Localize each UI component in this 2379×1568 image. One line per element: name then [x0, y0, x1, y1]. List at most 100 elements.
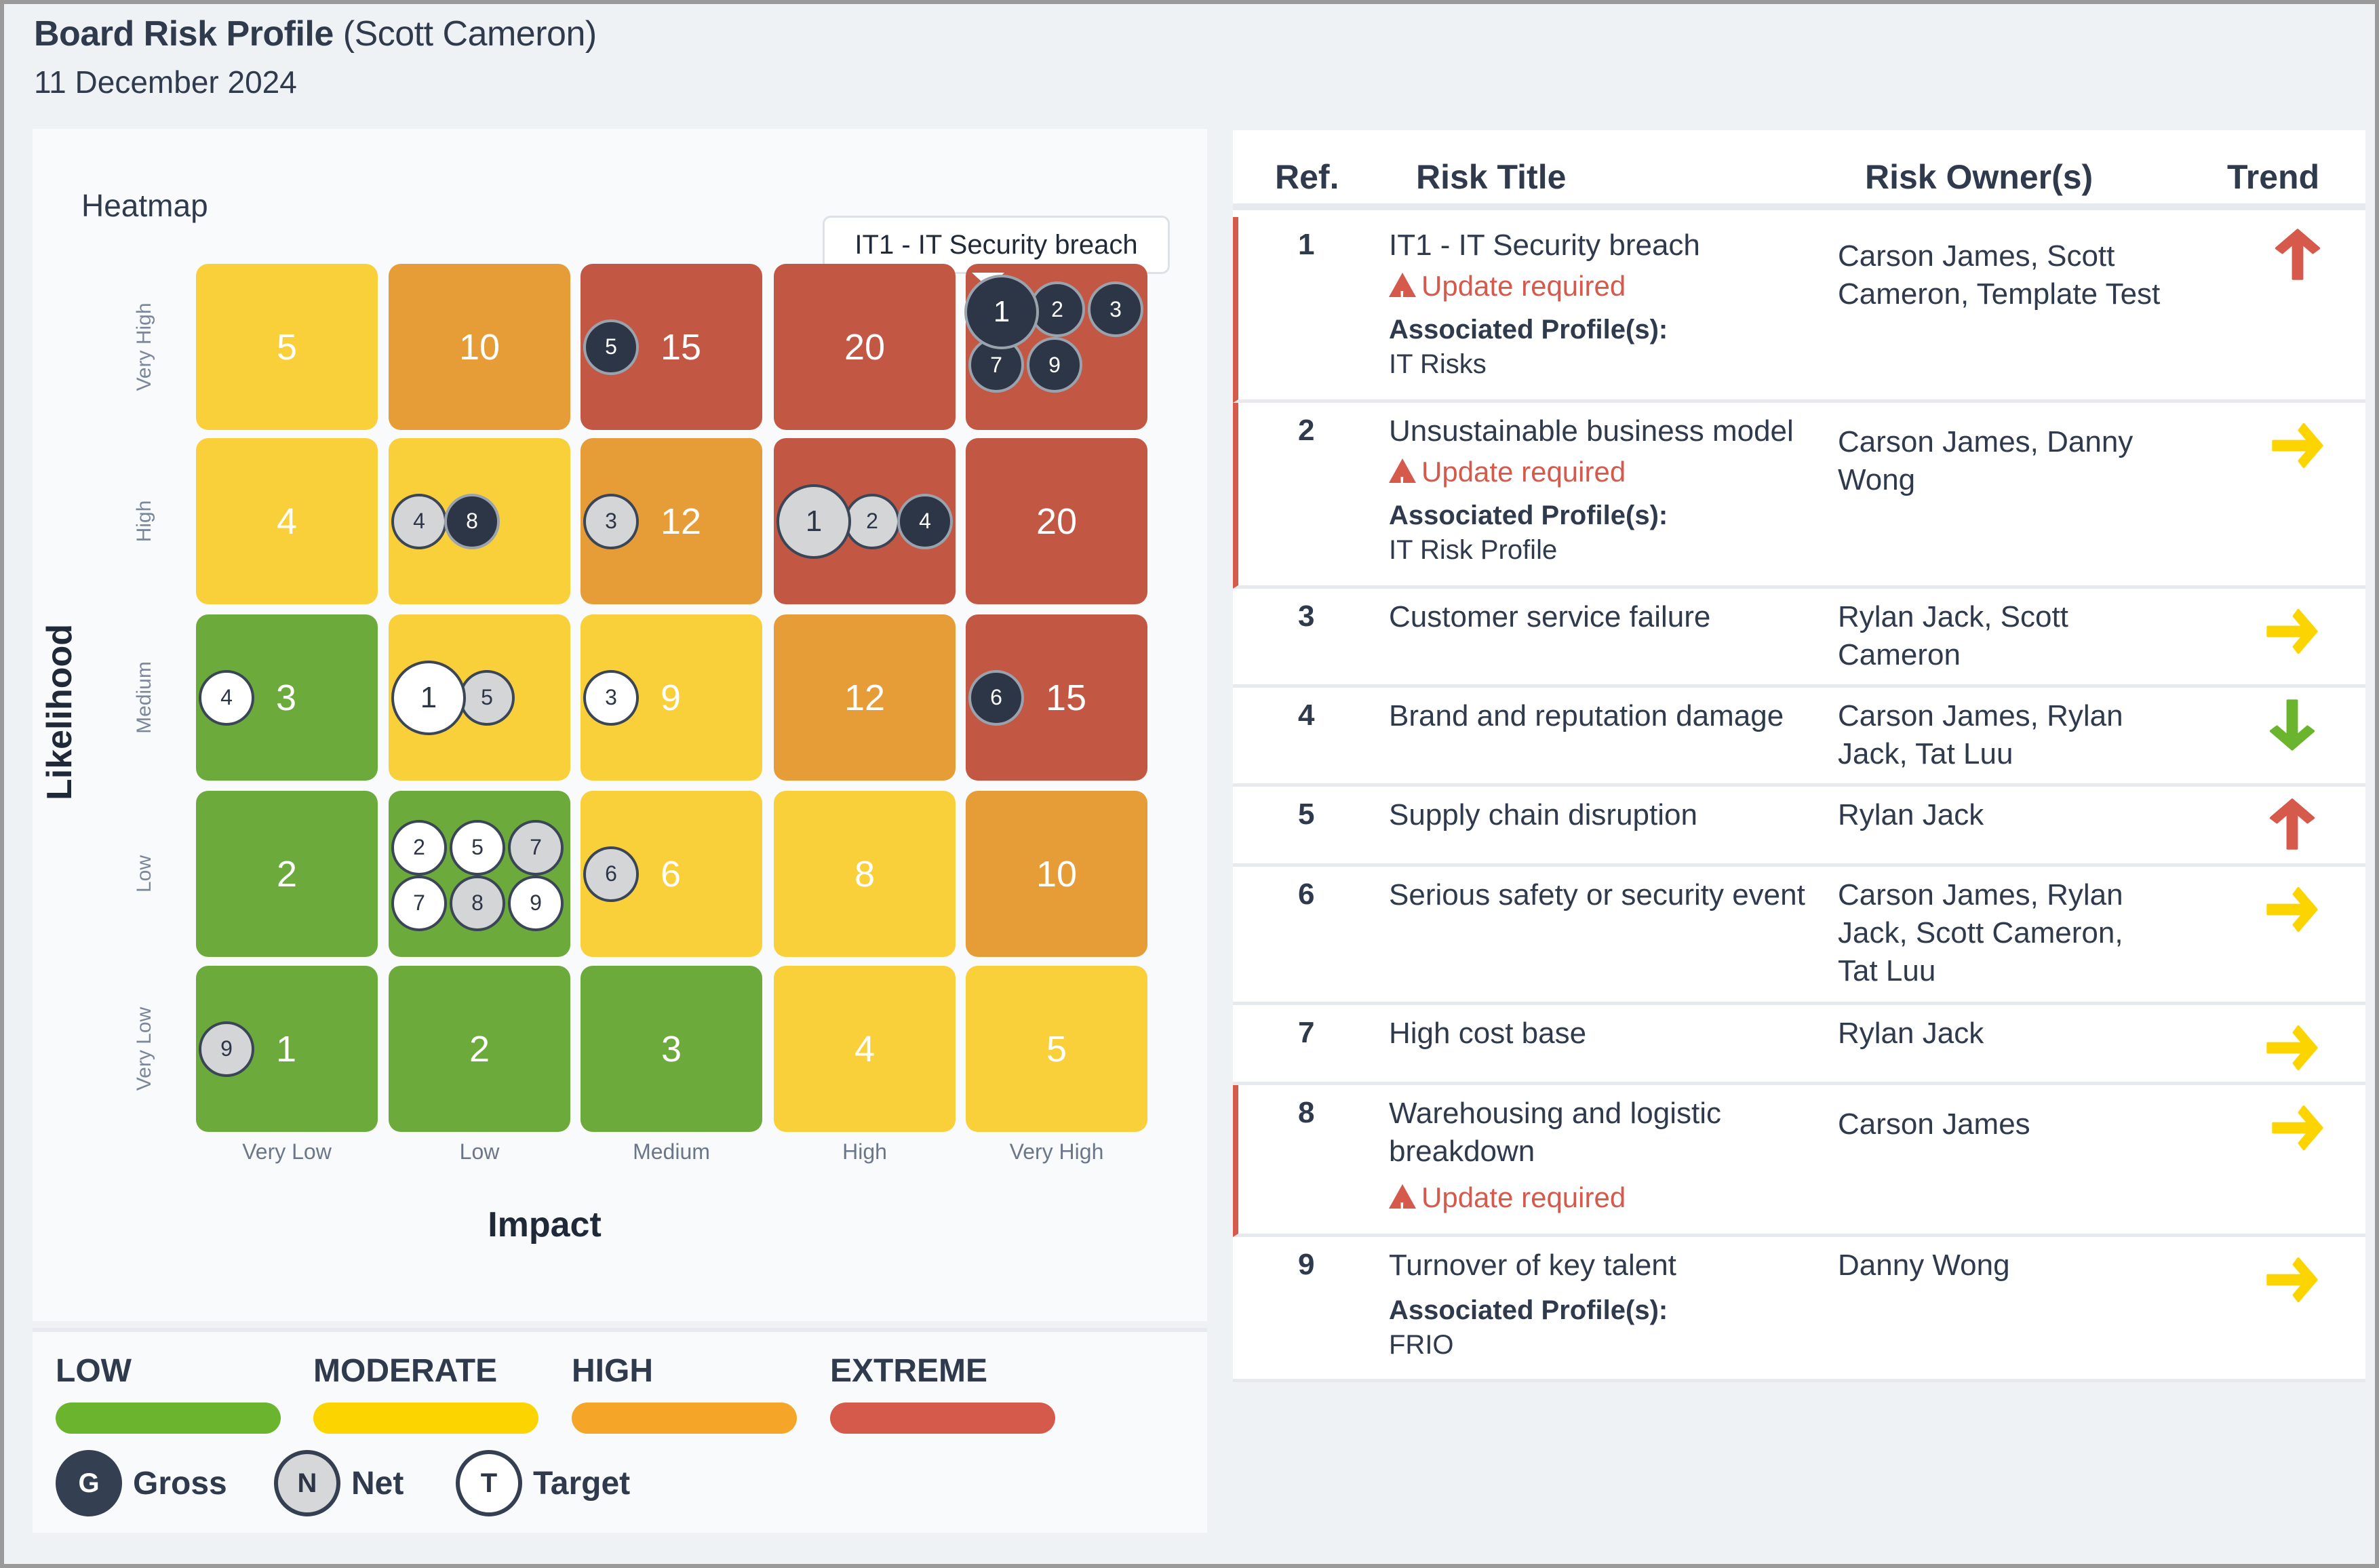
risk-marker-net[interactable]: 3	[583, 493, 639, 549]
update-required-warning[interactable]: Update required	[1389, 450, 1823, 505]
page-title-main: Board Risk Profile	[34, 14, 334, 54]
risk-marker-target[interactable]: 1	[391, 660, 466, 735]
risk-title[interactable]: Supply chain disruption	[1389, 798, 1697, 831]
table-row[interactable]: 5 Supply chain disruption Rylan Jack	[1233, 787, 2365, 867]
trend-up-arrow-icon	[2267, 224, 2328, 285]
associated-profile[interactable]: FRIO	[1389, 1330, 1454, 1360]
risk-marker-target[interactable]: 9	[508, 875, 564, 931]
heatmap-cell[interactable]: 4	[196, 438, 378, 604]
risk-marker-target[interactable]: 2	[391, 819, 447, 876]
column-header-ref[interactable]: Ref.	[1275, 158, 1339, 196]
risk-title-cell: Customer service failure	[1389, 598, 1823, 636]
cell-score: 8	[854, 853, 876, 895]
trend-right-arrow-icon	[2267, 415, 2328, 476]
table-header: Ref. Risk Title Risk Owner(s) Trend	[1233, 130, 2365, 210]
risk-marker-gross[interactable]: 8	[444, 493, 500, 549]
table-row[interactable]: 6 Serious safety or security event Carson …	[1233, 867, 2365, 1005]
risk-title[interactable]: Turnover of key talent	[1389, 1249, 1676, 1282]
risk-owners: Rylan Jack, Scott Cameron	[1838, 600, 2068, 671]
heatmap-cell[interactable]: 8	[774, 791, 956, 957]
risk-title[interactable]: IT1 - IT Security breach	[1389, 229, 1700, 262]
x-tick-label: Low	[459, 1139, 500, 1164]
y-axis-title: Likelihood	[40, 624, 79, 800]
risk-marker-gross[interactable]: 3	[1088, 281, 1143, 337]
risk-owners: Carson James, Danny Wong	[1838, 425, 2134, 496]
risk-title-cell: Unsustainable business model Update requi…	[1389, 412, 1823, 567]
risk-owners: Carson James, Scott Cameron, Template Te…	[1838, 239, 2161, 311]
heatmap-cell[interactable]: 2	[389, 966, 570, 1132]
risk-title-cell: Supply chain disruption	[1389, 796, 1823, 834]
risk-marker-net[interactable]: 1	[776, 484, 851, 559]
associated-profile[interactable]: IT Risks	[1389, 349, 1487, 379]
risk-marker-net[interactable]: 8	[450, 875, 505, 931]
risk-ref: 1	[1298, 228, 1315, 261]
risk-marker-net[interactable]: 9	[199, 1021, 254, 1077]
heatmap-cell[interactable]: 20	[966, 438, 1147, 604]
risk-marker-net[interactable]: 6	[583, 846, 639, 902]
table-row[interactable]: 2 Unsustainable business model Update requ…	[1233, 403, 2365, 589]
report-date: 11 December 2024	[34, 64, 297, 100]
risk-marker-net[interactable]: 2	[844, 493, 900, 549]
risk-marker-target[interactable]: 4	[199, 669, 254, 726]
column-header-trend[interactable]: Trend	[2227, 158, 2320, 196]
risk-title[interactable]: Brand and reputation damage	[1389, 699, 1784, 732]
x-tick-label: Medium	[633, 1139, 710, 1164]
warning-icon	[1389, 458, 1416, 505]
legend-panel: LOW MODERATE HIGH EXTREME G Gross N Net T Target	[33, 1328, 1207, 1533]
update-required-warning[interactable]: Update required	[1389, 1176, 1823, 1230]
table-row[interactable]: 7 High cost base Rylan Jack	[1233, 1005, 2365, 1085]
cell-score: 12	[661, 501, 702, 542]
associated-profile[interactable]: IT Risk Profile	[1389, 535, 1558, 565]
column-header-title[interactable]: Risk Title	[1416, 158, 1567, 196]
risk-title[interactable]: Serious safety or security event	[1389, 878, 1805, 912]
heatmap-cell[interactable]: 5	[196, 264, 378, 430]
heatmap-cell[interactable]: 2	[196, 791, 378, 957]
heatmap-cell[interactable]: 3	[581, 966, 762, 1132]
risk-marker-gross[interactable]: 6	[968, 669, 1024, 726]
legend-level-bar	[56, 1403, 281, 1434]
cell-score: 6	[661, 853, 682, 895]
risk-ref: 2	[1298, 414, 1315, 447]
risk-title[interactable]: Customer service failure	[1389, 600, 1711, 633]
risk-ref: 3	[1298, 600, 1315, 633]
risk-marker-gross[interactable]: 9	[1027, 337, 1082, 393]
risk-title-cell: Turnover of key talent Associated Profile…	[1389, 1247, 1823, 1362]
heatmap-cell[interactable]: 12	[774, 614, 956, 781]
heatmap-cell[interactable]: 20	[774, 264, 956, 430]
warning-icon	[1389, 1184, 1416, 1230]
risk-owners: Rylan Jack	[1838, 1017, 1984, 1050]
cell-score: 15	[1046, 677, 1087, 718]
associated-profiles-label: Associated Profile(s):	[1389, 501, 1668, 530]
heatmap-cell[interactable]: 4	[774, 966, 956, 1132]
risk-marker-target[interactable]: 3	[583, 669, 639, 726]
table-row[interactable]: 8 Warehousing and logistic breakdown Updat…	[1233, 1085, 2365, 1237]
update-required-warning[interactable]: Update required	[1389, 264, 1823, 319]
legend-key-target: T Target	[456, 1450, 630, 1516]
table-row[interactable]: 9 Turnover of key talent Associated Profil…	[1233, 1237, 2365, 1382]
heatmap-cell[interactable]: 10	[966, 791, 1147, 957]
risk-title[interactable]: Unsustainable business model	[1389, 414, 1794, 448]
risk-marker-gross[interactable]: 1	[964, 275, 1039, 349]
risk-title-cell: Brand and reputation damage	[1389, 697, 1823, 735]
cell-score: 9	[661, 677, 682, 718]
trend-down-arrow-icon	[2262, 694, 2323, 756]
risk-marker-target[interactable]: 5	[450, 819, 505, 876]
column-header-owners[interactable]: Risk Owner(s)	[1865, 158, 2093, 196]
risk-marker-target[interactable]: 7	[391, 875, 447, 931]
heatmap-cell[interactable]: 12	[581, 438, 762, 604]
risk-title[interactable]: Warehousing and logistic breakdown	[1389, 1097, 1721, 1168]
risk-marker-net[interactable]: 4	[391, 493, 447, 549]
cell-score: 4	[276, 501, 298, 542]
heatmap-cell[interactable]: 5	[966, 966, 1147, 1132]
x-axis-title: Impact	[488, 1205, 602, 1244]
risk-marker-gross[interactable]: 4	[897, 493, 953, 549]
table-row[interactable]: 4 Brand and reputation damage Carson James…	[1233, 688, 2365, 787]
heatmap-cell[interactable]: 10	[389, 264, 570, 430]
associated-profiles-label: Associated Profile(s):	[1389, 1295, 1668, 1325]
risk-marker-gross[interactable]: 5	[583, 319, 639, 375]
risk-marker-net[interactable]: 7	[508, 819, 564, 876]
table-row[interactable]: 3 Customer service failure Rylan Jack, Sco…	[1233, 589, 2365, 688]
table-row[interactable]: 1 IT1 - IT Security breach Update required…	[1233, 217, 2365, 403]
risk-title[interactable]: High cost base	[1389, 1017, 1587, 1050]
risk-marker-net[interactable]: 5	[459, 669, 515, 726]
